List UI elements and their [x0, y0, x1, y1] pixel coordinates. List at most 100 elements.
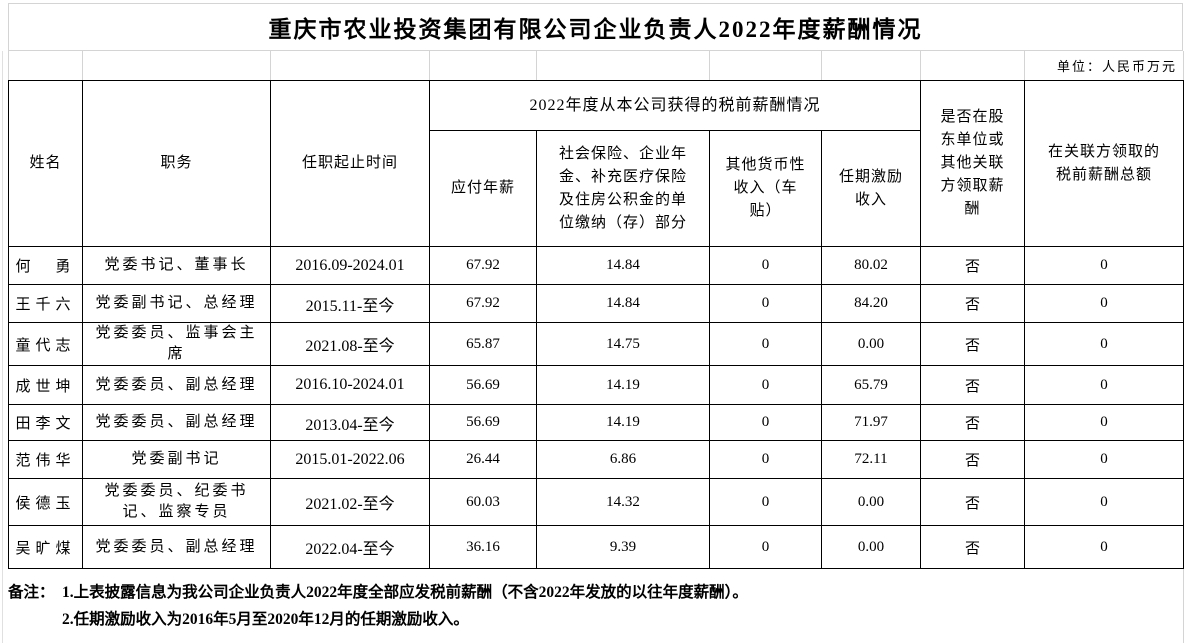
cell-position: 党委副书记: [82, 440, 271, 479]
gridline-tick: [1024, 51, 1025, 80]
cell-shareholder-pay: 否: [920, 525, 1026, 569]
table-row: 侯德玉 党委委员、纪委书记、监察专员 2021.02-至今 60.03 14.32 0 0.…: [8, 478, 1185, 526]
cell-position: 党委委员、纪委书记、监察专员: [82, 478, 271, 526]
cell-related-party-total: 0: [1024, 365, 1185, 405]
cell-related-party-total: 0: [1024, 246, 1185, 285]
cell-social-insurance: 14.84: [536, 246, 710, 285]
cell-annual-salary: 56.69: [429, 404, 537, 441]
cell-tenure: 2016.10-2024.01: [270, 365, 430, 405]
unit-label: 单位：人民币万元: [1056, 59, 1177, 74]
cell-tenure: 2015.11-至今: [270, 284, 430, 323]
header-other-income: 其他货币性 收入（车 贴）: [709, 130, 822, 247]
table-body: 何 勇党委书记、董事长 2016.09-2024.01 67.92 14.84 0 80.…: [8, 246, 1185, 569]
header-name: 姓名: [8, 80, 83, 247]
header-related-party-total: 在关联方领取的 税前薪酬总额: [1024, 80, 1185, 247]
cell-tenure: 2013.04-至今: [270, 404, 430, 441]
cell-tenure: 2022.04-至今: [270, 525, 430, 569]
cell-social-insurance: 14.84: [536, 284, 710, 323]
cell-tenure-incentive: 80.02: [820, 246, 922, 285]
header-tenure: 任职起止时间: [270, 80, 430, 247]
cell-name: 王千六: [8, 284, 83, 323]
gridline-tick: [709, 51, 710, 80]
cell-annual-salary: 65.87: [429, 322, 537, 366]
cell-social-insurance: 14.75: [536, 322, 710, 366]
table-row: 成世坤 党委委员、副总经理 2016.10-2024.01 56.69 14.19 0 65…: [8, 365, 1185, 405]
cell-related-party-total: 0: [1024, 525, 1185, 569]
cell-annual-salary: 56.69: [429, 365, 537, 405]
cell-position: 党委委员、监事会主席: [82, 322, 271, 366]
cell-annual-salary: 60.03: [429, 478, 537, 526]
cell-tenure-incentive: 84.20: [820, 284, 922, 323]
cell-other-income: 0: [709, 284, 822, 323]
cell-shareholder-pay: 否: [920, 365, 1026, 405]
cell-tenure: 2021.02-至今: [270, 478, 430, 526]
footnote-line-2: 2.任期激励收入为2016年5月至2020年12月的任期激励收入。: [62, 611, 469, 628]
table-header: 姓名 职务 任职起止时间 2022年度从本公司获得的税前薪酬情况 是否在股 东单…: [8, 80, 1185, 247]
cell-shareholder-pay: 否: [920, 322, 1026, 366]
gridline-tick: [821, 51, 822, 80]
cell-related-party-total: 0: [1024, 322, 1185, 366]
cell-shareholder-pay: 否: [920, 284, 1026, 323]
cell-name: 侯德玉: [8, 478, 83, 526]
cell-name: 范伟华: [8, 440, 83, 479]
footnote-label: 备注：: [8, 584, 55, 601]
gridline-tick: [429, 51, 430, 80]
table-row: 童代志 党委委员、监事会主席 2021.08-至今 65.87 14.75 0 0.00 否 0: [8, 322, 1185, 366]
cell-tenure-incentive: 71.97: [820, 404, 922, 441]
cell-social-insurance: 14.19: [536, 365, 710, 405]
cell-position: 党委委员、副总经理: [82, 404, 271, 441]
header-salary-group: 2022年度从本公司获得的税前薪酬情况: [428, 80, 922, 131]
gridline-tick: [270, 51, 271, 80]
cell-name: 何 勇: [8, 246, 83, 285]
cell-tenure: 2016.09-2024.01: [270, 246, 430, 285]
cell-name: 田李文: [8, 404, 83, 441]
cell-other-income: 0: [709, 246, 822, 285]
cell-position: 党委书记、董事长: [82, 246, 271, 285]
cell-position: 党委委员、副总经理: [82, 525, 271, 569]
gridline-tick: [536, 51, 537, 80]
table-row: 范伟华 党委副书记 2015.01-2022.06 26.44 6.86 0 72.11 否 0: [8, 440, 1185, 479]
cell-tenure: 2015.01-2022.06: [270, 440, 430, 479]
cell-name: 吴旷煤: [8, 525, 83, 569]
cell-tenure-incentive: 0.00: [820, 525, 922, 569]
table-row: 田李文 党委委员、副总经理 2013.04-至今 56.69 14.19 0 71.97 否 0: [8, 404, 1185, 441]
footnote-text-1: 1.上表披露信息为我公司企业负责人2022年度全部应发税前薪酬（不含2022年发…: [62, 584, 748, 601]
cell-annual-salary: 36.16: [429, 525, 537, 569]
header-shareholder-pay: 是否在股 东单位或 其他关联 方领取薪 酬: [920, 80, 1026, 247]
cell-annual-salary: 67.92: [429, 246, 537, 285]
cell-other-income: 0: [709, 525, 822, 569]
cell-tenure: 2021.08-至今: [270, 322, 430, 366]
table-row: 何 勇党委书记、董事长 2016.09-2024.01 67.92 14.84 0 80.…: [8, 246, 1185, 285]
cell-annual-salary: 67.92: [429, 284, 537, 323]
table-row: 吴旷煤 党委委员、副总经理 2022.04-至今 36.16 9.39 0 0.00 否 0: [8, 525, 1185, 569]
gridline-tick: [82, 51, 83, 80]
cell-annual-salary: 26.44: [429, 440, 537, 479]
cell-shareholder-pay: 否: [920, 246, 1026, 285]
cell-shareholder-pay: 否: [920, 478, 1026, 526]
cell-social-insurance: 6.86: [536, 440, 710, 479]
cell-position: 党委委员、副总经理: [82, 365, 271, 405]
title-box: 重庆市农业投资集团有限公司企业负责人2022年度薪酬情况: [8, 3, 1183, 51]
cell-related-party-total: 0: [1024, 404, 1185, 441]
cell-other-income: 0: [709, 478, 822, 526]
sheet-gridline-right: [1183, 563, 1184, 643]
cell-shareholder-pay: 否: [920, 404, 1026, 441]
table-row: 王千六 党委副书记、总经理 2015.11-至今 67.92 14.84 0 84.20 否 0: [8, 284, 1185, 323]
sheet-gridline-left: [2, 51, 3, 643]
cell-other-income: 0: [709, 322, 822, 366]
cell-position: 党委副书记、总经理: [82, 284, 271, 323]
cell-tenure-incentive: 0.00: [820, 322, 922, 366]
page-title: 重庆市农业投资集团有限公司企业负责人2022年度薪酬情况: [268, 17, 923, 42]
header-social-insurance: 社会保险、企业年 金、补充医疗保险 及住房公积金的单 位缴纳（存）部分: [536, 130, 710, 247]
footnote-line-1: 备注： 1.上表披露信息为我公司企业负责人2022年度全部应发税前薪酬（不含202…: [8, 579, 1158, 606]
cell-social-insurance: 14.19: [536, 404, 710, 441]
cell-related-party-total: 0: [1024, 284, 1185, 323]
cell-social-insurance: 14.32: [536, 478, 710, 526]
gridline-tick: [920, 51, 921, 80]
cell-tenure-incentive: 0.00: [820, 478, 922, 526]
cell-social-insurance: 9.39: [536, 525, 710, 569]
header-tenure-incentive: 任期激励 收入: [820, 130, 922, 247]
gridline-tick: [8, 51, 9, 80]
cell-related-party-total: 0: [1024, 478, 1185, 526]
